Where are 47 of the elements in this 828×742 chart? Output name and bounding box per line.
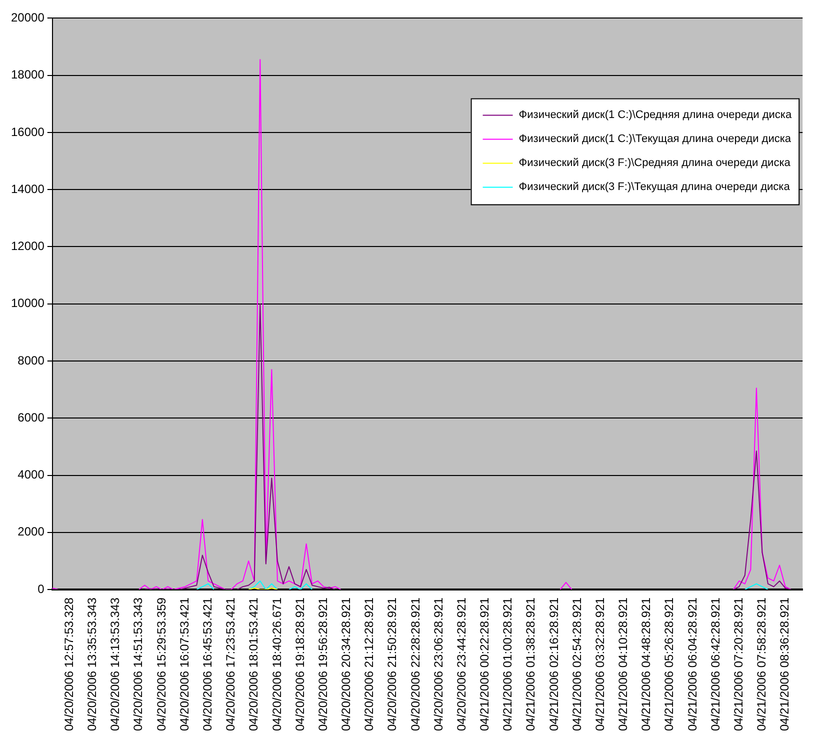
- x-tick-label: 04/20/2006 16:07:53.421: [177, 597, 192, 732]
- y-tick-label: 4000: [18, 468, 45, 482]
- y-tick-label: 2000: [18, 524, 45, 539]
- x-tick-label: 04/21/2006 01:38:28.921: [524, 597, 538, 732]
- legend-label: Физический диск(3 F:)\Средняя длина очереди диска: [518, 157, 792, 170]
- x-tick-label: 04/21/2006 01:00:28.921: [500, 597, 515, 732]
- x-tick-label: 04/21/2006 02:16:28.921: [546, 597, 561, 732]
- y-tick-label: 0: [38, 582, 45, 596]
- x-tick-label: 04/21/2006 03:32:28.921: [592, 597, 607, 732]
- x-tick-label: 04/20/2006 18:01:53.421: [246, 597, 261, 732]
- y-tick-label: 12000: [10, 239, 45, 254]
- x-tick-label: 04/21/2006 00:22:28.921: [478, 597, 492, 732]
- x-tick-label: 04/21/2006 07:20:28.921: [731, 597, 746, 732]
- y-tick-label: 10000: [10, 296, 45, 310]
- x-tick-label: 04/21/2006 06:42:28.921: [708, 597, 722, 732]
- x-tick-label: 04/21/2006 07:58:28.921: [754, 597, 769, 732]
- x-tick-label: 04/20/2006 15:29:53.359: [154, 597, 168, 732]
- y-tick-label: 8000: [18, 353, 45, 368]
- x-tick-label: 04/20/2006 12:57:53.328: [62, 597, 76, 732]
- y-tick-label: 18000: [10, 68, 45, 82]
- x-tick-label: 04/20/2006 19:18:28.921: [292, 597, 307, 732]
- x-tick-label: 04/20/2006 17:23:53.421: [224, 597, 238, 732]
- x-tick-label: 04/21/2006 02:54:28.921: [570, 597, 584, 732]
- x-tick-label: 04/20/2006 21:12:28.921: [362, 597, 376, 732]
- y-tick-label: 16000: [10, 124, 45, 139]
- y-tick-label: 20000: [10, 10, 45, 25]
- x-tick-label: 04/21/2006 06:04:28.921: [685, 597, 700, 732]
- y-tick-label: 6000: [18, 410, 45, 424]
- legend-label: Физический диск(1 C:)\Текущая длина очереди диска: [518, 133, 792, 146]
- x-tick-label: 04/21/2006 04:10:28.921: [616, 597, 630, 732]
- legend-label: Физический диск(1 C:)\Средняя длина очереди диска: [518, 109, 792, 122]
- x-tick-label: 04/21/2006 08:36:28.921: [778, 597, 792, 732]
- x-tick-label: 04/20/2006 23:06:28.921: [431, 597, 446, 732]
- x-tick-label: 04/20/2006 13:35:53.343: [85, 597, 100, 732]
- y-tick-label: 14000: [10, 182, 45, 196]
- x-tick-label: 04/21/2006 05:26:28.921: [662, 597, 676, 732]
- x-tick-label: 04/20/2006 19:56:28.921: [316, 597, 330, 732]
- x-tick-label: 04/20/2006 14:51:53.343: [131, 597, 146, 732]
- x-tick-label: 04/20/2006 16:45:53.421: [200, 597, 214, 732]
- x-tick-label: 04/20/2006 22:28:28.921: [408, 597, 422, 732]
- x-tick-label: 04/21/2006 04:48:28.921: [639, 597, 654, 732]
- x-tick-label: 04/20/2006 23:44:28.921: [454, 597, 468, 732]
- x-tick-label: 04/20/2006 21:50:28.921: [385, 597, 400, 732]
- x-tick-label: 04/20/2006 18:40:26.671: [270, 597, 284, 732]
- legend-label: Физический диск(3 F:)\Текущая длина очереди диска: [518, 181, 791, 194]
- x-tick-label: 04/20/2006 14:13:53.343: [108, 597, 122, 732]
- x-tick-label: 04/20/2006 20:34:28.921: [339, 597, 354, 732]
